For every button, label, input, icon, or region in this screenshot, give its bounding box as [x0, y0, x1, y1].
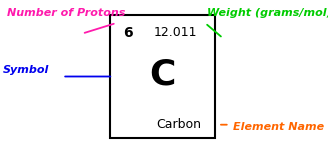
Text: C: C	[149, 57, 175, 91]
Text: 6: 6	[123, 26, 133, 40]
Text: Carbon: Carbon	[156, 118, 201, 131]
Text: Number of Protons: Number of Protons	[7, 8, 125, 18]
Text: Symbol: Symbol	[3, 65, 50, 75]
Text: Weight (grams/mol): Weight (grams/mol)	[207, 8, 328, 18]
Text: Element Name: Element Name	[233, 122, 324, 132]
Text: 12.011: 12.011	[154, 26, 197, 39]
Bar	[110, 15, 215, 138]
